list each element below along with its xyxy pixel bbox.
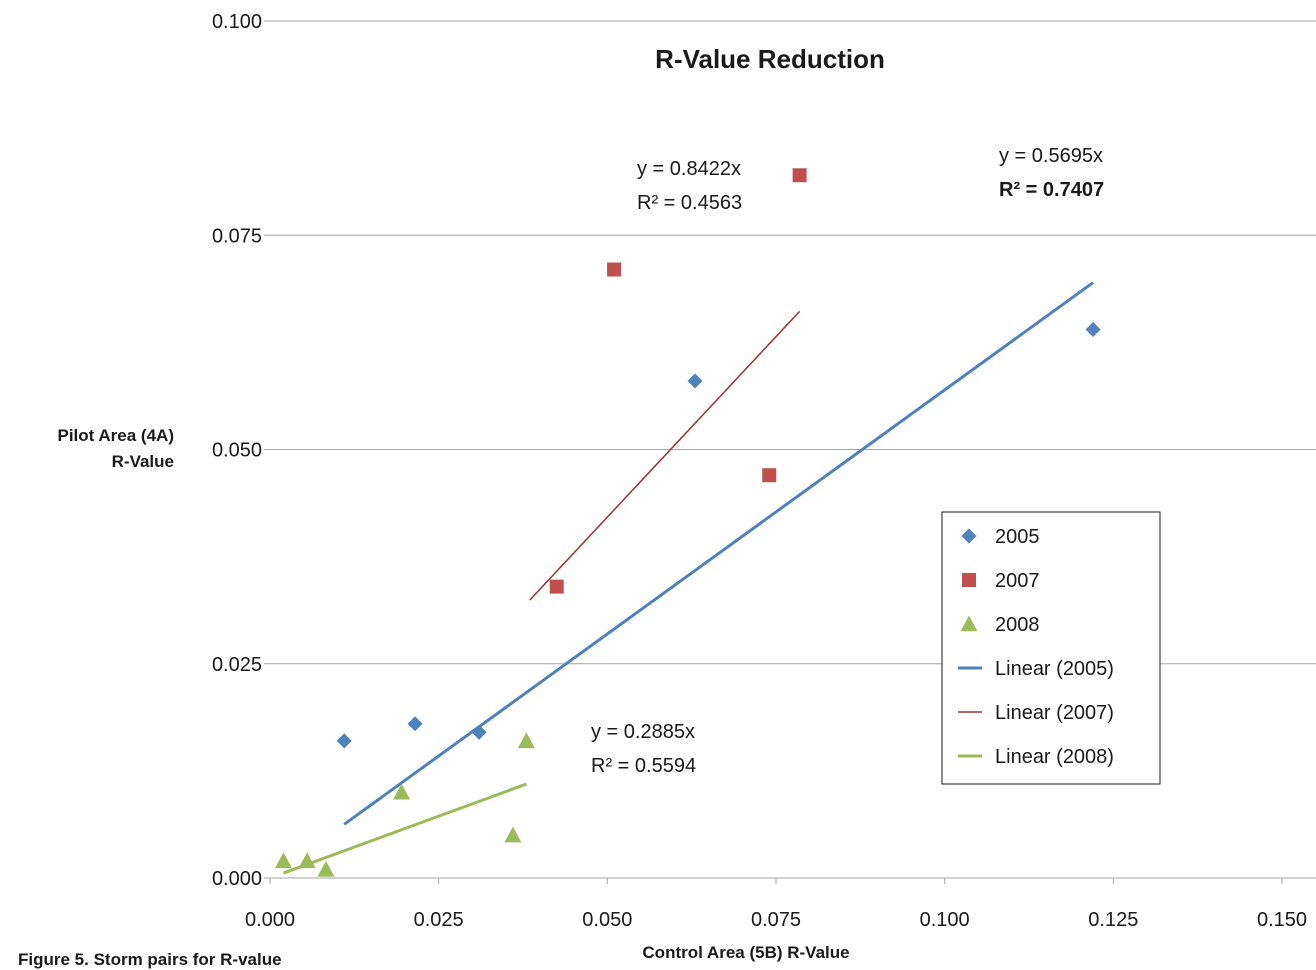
eq-2007-equation: y = 0.8422x — [637, 158, 741, 180]
trendline-2008 — [282, 782, 527, 875]
eq-2008-r2: R² = 0.5594 — [591, 755, 696, 777]
legend-label: 2005 — [995, 526, 1040, 548]
gridlines — [264, 20, 1316, 884]
x-tick-label: 0.075 — [751, 909, 801, 931]
point-2007 — [607, 262, 622, 277]
trendline-2005 — [343, 281, 1094, 826]
point-2008 — [393, 783, 411, 800]
point-2005 — [1085, 322, 1101, 338]
y-tick-label: 0.000 — [212, 868, 262, 890]
point-2007 — [762, 468, 777, 483]
legend-label: Linear (2007) — [995, 702, 1114, 724]
point-2005 — [687, 373, 703, 389]
legend-label: 2007 — [995, 570, 1040, 592]
data-points — [274, 168, 1101, 877]
point-2008 — [274, 852, 292, 869]
point-2007 — [792, 168, 807, 183]
point-2008 — [317, 860, 335, 877]
legend-swatch-2007 — [962, 573, 976, 587]
legend-box — [941, 511, 1161, 785]
point-2007 — [549, 579, 564, 594]
legend-label: 2008 — [995, 614, 1040, 636]
eq-2005-r2: R² = 0.7407 — [999, 179, 1104, 201]
legend: 2005 2007 2008 Linear (2005) Linear (2007) Li… — [941, 511, 1161, 785]
point-2008 — [298, 852, 316, 869]
trendlines — [282, 281, 1094, 875]
eq-2007-r2: R² = 0.4563 — [637, 192, 742, 214]
trendline-2007 — [529, 310, 801, 601]
y-tick-label: 0.025 — [212, 654, 262, 676]
y-tick-label: 0.075 — [212, 225, 262, 247]
y-axis-ticks: 0.000 0.025 0.050 0.075 0.100 — [212, 11, 262, 890]
x-tick-label: 0.125 — [1088, 909, 1138, 931]
legend-label: Linear (2005) — [995, 658, 1114, 680]
y-tick-label: 0.050 — [212, 440, 262, 462]
y-axis-label-line2: R-Value — [112, 452, 174, 471]
eq-2005-equation: y = 0.5695x — [999, 145, 1103, 167]
point-2005 — [336, 733, 352, 749]
y-tick-label: 0.100 — [212, 11, 262, 33]
x-axis-label: Control Area (5B) R-Value — [642, 943, 849, 962]
x-tick-label: 0.000 — [245, 909, 295, 931]
point-2008 — [517, 732, 535, 749]
legend-swatch-2005 — [961, 528, 977, 544]
point-2005 — [407, 716, 423, 732]
x-tick-label: 0.050 — [582, 909, 632, 931]
legend-label: Linear (2008) — [995, 746, 1114, 768]
figure-caption: Figure 5. Storm pairs for R-value — [18, 950, 282, 969]
point-2008 — [504, 826, 522, 843]
x-tick-label: 0.100 — [920, 909, 970, 931]
point-2005 — [471, 724, 487, 740]
x-tick-label: 0.025 — [414, 909, 464, 931]
chart-title: R-Value Reduction — [655, 44, 885, 74]
x-tick-label: 0.150 — [1257, 909, 1307, 931]
x-axis-ticks: 0.000 0.025 0.050 0.075 0.100 0.125 0.150 — [245, 909, 1307, 931]
y-axis-label-line1: Pilot Area (4A) — [57, 426, 174, 445]
legend-swatch-2008 — [960, 615, 978, 632]
eq-2008-equation: y = 0.2885x — [591, 721, 695, 743]
